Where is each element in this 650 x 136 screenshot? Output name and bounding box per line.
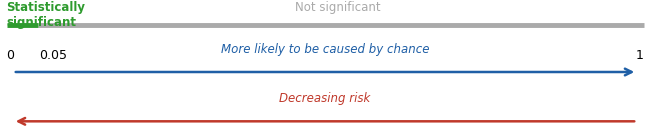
Text: 0: 0 [6, 49, 14, 62]
Text: 1: 1 [636, 49, 643, 62]
Text: 0.05: 0.05 [40, 49, 68, 62]
Text: More likely to be caused by chance: More likely to be caused by chance [221, 43, 429, 56]
Text: Statistically
significant: Statistically significant [6, 1, 86, 29]
Text: Decreasing risk: Decreasing risk [280, 92, 370, 105]
Text: Not significant: Not significant [295, 1, 380, 14]
